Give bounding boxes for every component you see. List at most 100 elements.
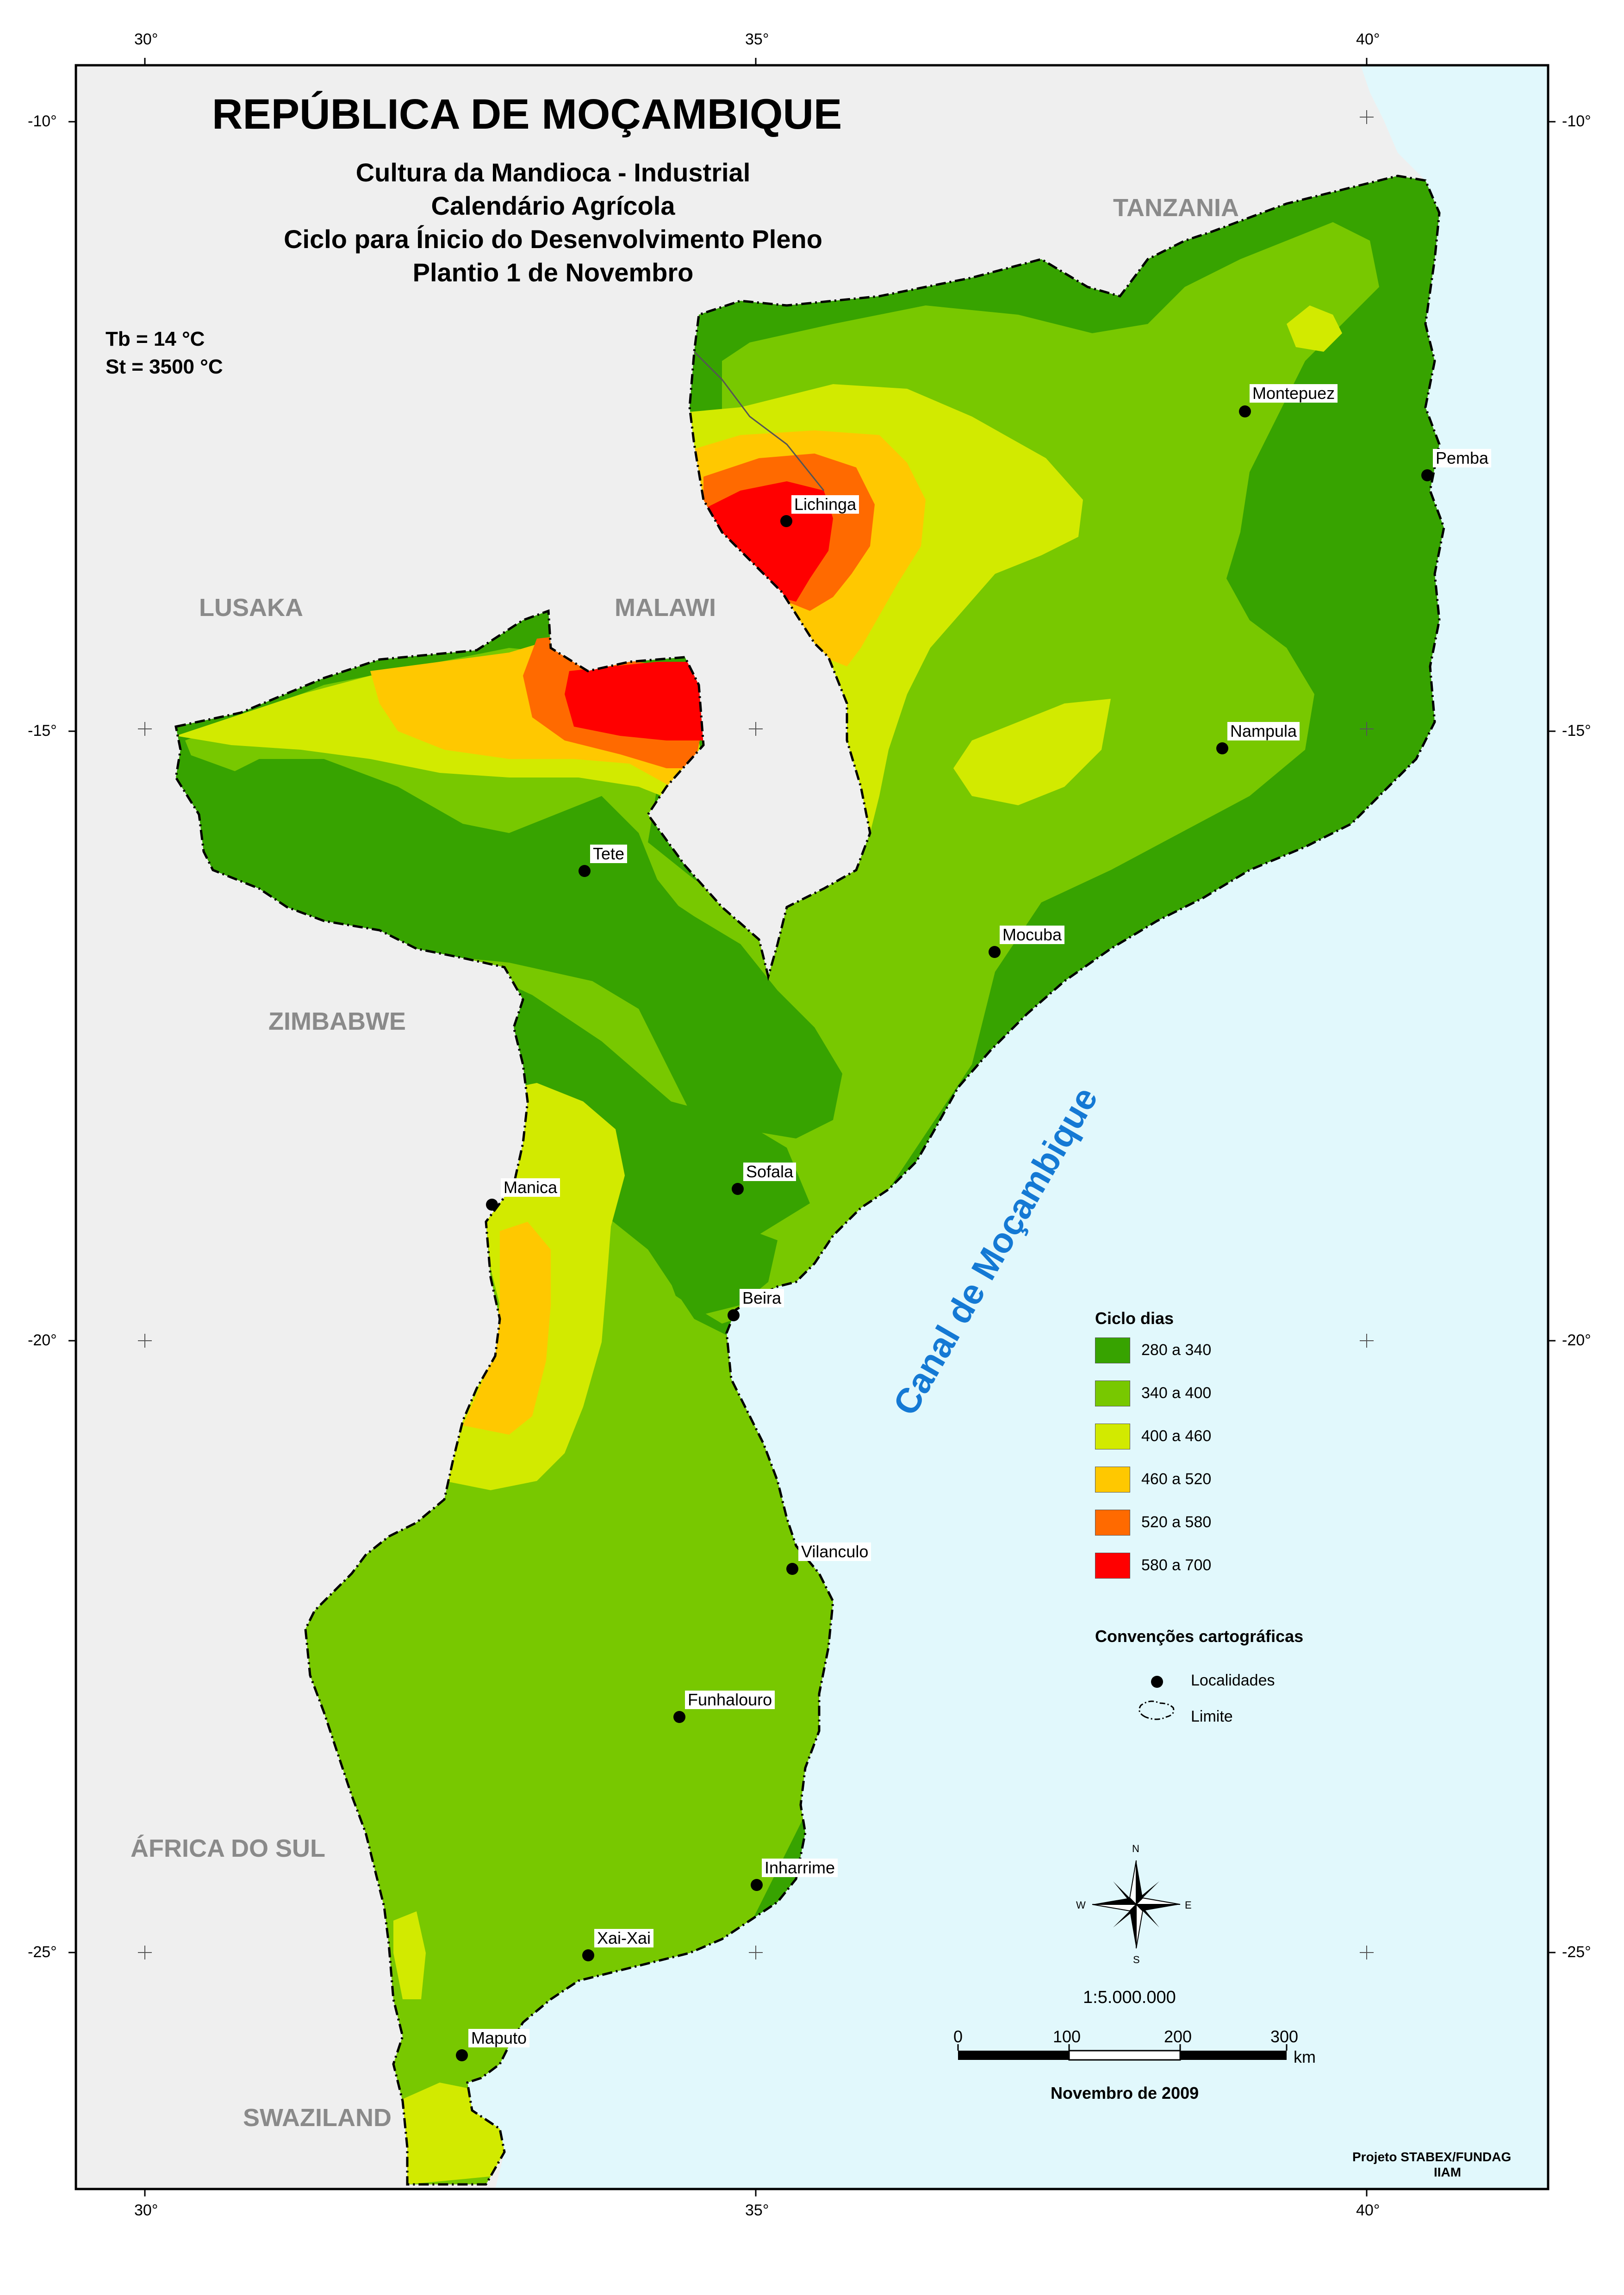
city-funhalouro: Funhalouro — [685, 1691, 775, 1709]
limite-symbol — [1139, 1700, 1175, 1720]
label-tanzania: TANZANIA — [1113, 194, 1239, 222]
right-lat-10: -10° — [1562, 112, 1591, 130]
bottom-lon-35: 35° — [745, 2202, 769, 2219]
city-nampula: Nampula — [1227, 722, 1300, 740]
legend-swatch-2 — [1095, 1381, 1130, 1406]
right-lat-25: -25° — [1562, 1943, 1591, 1961]
legend-label-1: 280 a 340 — [1141, 1341, 1212, 1359]
label-malawi: MALAWI — [615, 594, 716, 622]
compass-rose — [1092, 1860, 1181, 1949]
bottom-lon-40: 40° — [1356, 2202, 1380, 2219]
legend-title: Ciclo dias — [1095, 1309, 1174, 1328]
top-lon-30: 30° — [134, 31, 158, 48]
right-lat-20: -20° — [1562, 1331, 1591, 1349]
credit-line-1: Projeto STABEX/FUNDAG — [1352, 2150, 1512, 2164]
city-maputo: Maputo — [468, 2029, 530, 2047]
city-mocuba: Mocuba — [1000, 926, 1065, 944]
city-dot-tete — [579, 865, 591, 877]
legend-swatch-4 — [1095, 1467, 1130, 1493]
param-tb: Tb = 14 °C — [106, 328, 205, 350]
graticule-crosses — [138, 110, 1374, 1959]
city-sofala: Sofala — [743, 1163, 796, 1181]
city-montepuez: Montepuez — [1250, 384, 1338, 403]
zone-580-700-tete — [565, 662, 703, 740]
scale-tick-0: 0 — [953, 2027, 963, 2046]
city-dot-sofala — [732, 1183, 744, 1195]
map-date: Novembro de 2009 — [1051, 2084, 1199, 2102]
subtitle-line-3: Ciclo para Ínicio do Desenvolvimento Ple… — [284, 224, 822, 254]
legend-swatch-1 — [1095, 1337, 1130, 1363]
conventions-localidades: Localidades — [1191, 1672, 1275, 1689]
city-dot-mocuba — [989, 946, 1001, 958]
zone-280-340-tete — [176, 750, 842, 1138]
legend-swatch-5 — [1095, 1510, 1130, 1536]
left-lat-15: -15° — [28, 722, 57, 740]
param-st: St = 3500 °C — [106, 355, 223, 378]
legend-label-5: 520 a 580 — [1141, 1513, 1212, 1531]
city-dot-maputo — [456, 2049, 468, 2061]
conventions-title: Convenções cartográficas — [1095, 1627, 1304, 1646]
frame-ticks — [68, 58, 1556, 2196]
scale-tick-300: 300 — [1270, 2027, 1299, 2046]
legend-label-4: 460 a 520 — [1141, 1470, 1212, 1488]
scale-unit: km — [1294, 2047, 1316, 2066]
label-swaziland: SWAZILAND — [243, 2104, 392, 2132]
city-lichinga: Lichinga — [791, 495, 859, 514]
bottom-lon-30: 30° — [134, 2202, 158, 2219]
left-lat-10: -10° — [28, 112, 57, 130]
subtitle-line-1: Cultura da Mandioca - Industrial — [355, 158, 751, 187]
legend-label-3: 400 a 460 — [1141, 1427, 1212, 1445]
legend-label-2: 340 a 400 — [1141, 1384, 1212, 1402]
malawi-border — [693, 351, 825, 491]
top-lon-35: 35° — [745, 31, 769, 48]
top-lon-40: 40° — [1356, 31, 1380, 48]
zone-400-460-east — [953, 699, 1111, 805]
localidades-symbol — [1151, 1676, 1163, 1688]
city-dot-inharrime — [751, 1879, 763, 1891]
label-lusaka: LUSAKA — [199, 594, 303, 622]
subtitle-line-2: Calendário Agrícola — [431, 191, 675, 220]
city-dot-funhalouro — [673, 1711, 685, 1723]
subtitle-line-4: Plantio 1 de Novembro — [412, 258, 694, 287]
city-vilanculo: Vilanculo — [798, 1542, 871, 1561]
scale-ratio: 1:5.000.000 — [1083, 1988, 1176, 2007]
sea — [467, 65, 1548, 2189]
left-lat-20: -20° — [28, 1331, 57, 1349]
city-dot-montepuez — [1239, 405, 1251, 417]
zone-400-460-ne — [1287, 305, 1342, 352]
zone-400-460-south — [393, 1911, 504, 2184]
label-africa-do-sul: ÁFRICA DO SUL — [131, 1835, 325, 1862]
credit-line-2: IIAM — [1434, 2165, 1462, 2179]
right-lat-15: -15° — [1562, 722, 1591, 740]
city-dot-vilanculo — [786, 1563, 798, 1575]
city-dot-lichinga — [780, 515, 792, 527]
map-title: REPÚBLICA DE MOÇAMBIQUE — [212, 91, 842, 138]
city-dot-beira — [728, 1309, 740, 1321]
scale-tick-200: 200 — [1164, 2027, 1192, 2046]
city-manica: Manica — [501, 1178, 560, 1197]
legend-swatch-3 — [1095, 1424, 1130, 1449]
compass-e: E — [1185, 1899, 1192, 1911]
city-inharrime: Inharrime — [762, 1859, 838, 1877]
city-pemba: Pemba — [1433, 449, 1492, 467]
city-tete: Tete — [590, 845, 628, 863]
scale-tick-100: 100 — [1053, 2027, 1081, 2046]
city-dot-manica — [486, 1199, 498, 1211]
map-frame — [75, 64, 1549, 2190]
zone-460-520-manica — [463, 1222, 551, 1435]
left-lat-25: -25° — [28, 1943, 57, 1961]
label-zimbabwe: ZIMBABWE — [268, 1008, 406, 1035]
city-xai-xai: Xai-Xai — [594, 1929, 654, 1947]
compass-n: N — [1132, 1843, 1139, 1854]
legend-label-6: 580 a 700 — [1141, 1556, 1212, 1574]
city-dot-pemba — [1421, 469, 1433, 481]
compass-w: W — [1076, 1899, 1086, 1911]
city-dot-xai-xai — [582, 1949, 594, 1961]
conventions-limite: Limite — [1191, 1708, 1233, 1725]
city-dot-nampula — [1216, 742, 1228, 754]
scale-bar — [957, 2044, 1288, 2061]
city-beira: Beira — [740, 1289, 784, 1307]
legend-swatch-6 — [1095, 1553, 1130, 1579]
compass-s: S — [1133, 1954, 1140, 1965]
